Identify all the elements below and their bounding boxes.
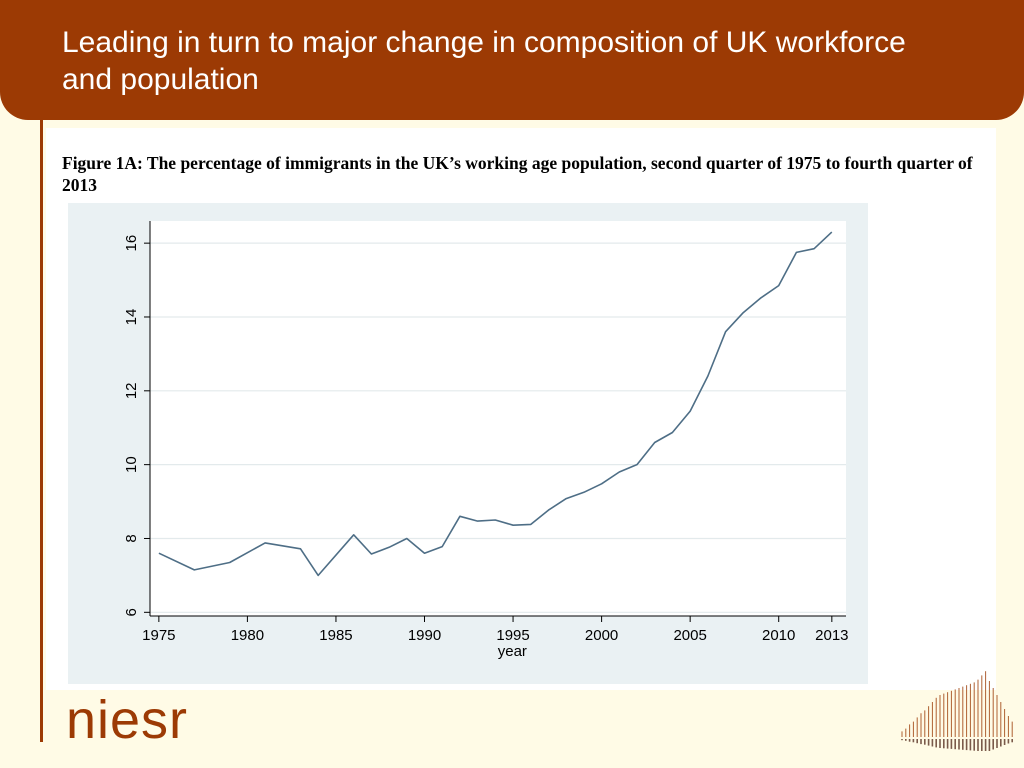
x-tick-label: 2010 — [762, 627, 795, 644]
x-tick-label: 1995 — [496, 627, 529, 644]
plot-area — [150, 221, 846, 616]
figure-caption: Figure 1A: The percentage of immigrants … — [62, 153, 973, 195]
y-tick-label: 6 — [123, 608, 140, 616]
x-tick-label: 1980 — [231, 627, 264, 644]
x-tick-label: 2005 — [673, 627, 706, 644]
x-tick-label: 1990 — [408, 627, 441, 644]
y-tick-label: 14 — [123, 309, 140, 326]
series-line — [158, 231, 833, 577]
line-chart: 6 8 10 12 14 16 1975 1980 1985 1990 1995 2000 2005 20… — [123, 221, 849, 660]
x-tick-label: 2000 — [585, 627, 618, 644]
y-tick-label: 12 — [123, 382, 140, 399]
chart-frame: 6 8 10 12 14 16 1975 1980 1985 1990 1995 2000 2005 20… — [68, 203, 868, 684]
y-tick-label: 8 — [123, 534, 140, 542]
slide-title: Leading in turn to major change in compo… — [62, 26, 906, 96]
y-tick-label: 10 — [123, 456, 140, 473]
slide-header: Leading in turn to major change in compo… — [0, 0, 1024, 120]
x-tick-label: 2013 — [815, 627, 848, 644]
x-tick-label: 1985 — [319, 627, 352, 644]
logo-bars-graphic — [901, 671, 1013, 751]
niesr-logo: niesr — [66, 690, 189, 750]
x-axis-title: year — [498, 643, 527, 660]
y-tick-label: 16 — [123, 235, 140, 252]
x-tick-label: 1975 — [142, 627, 175, 644]
left-rule-divider — [40, 120, 43, 742]
